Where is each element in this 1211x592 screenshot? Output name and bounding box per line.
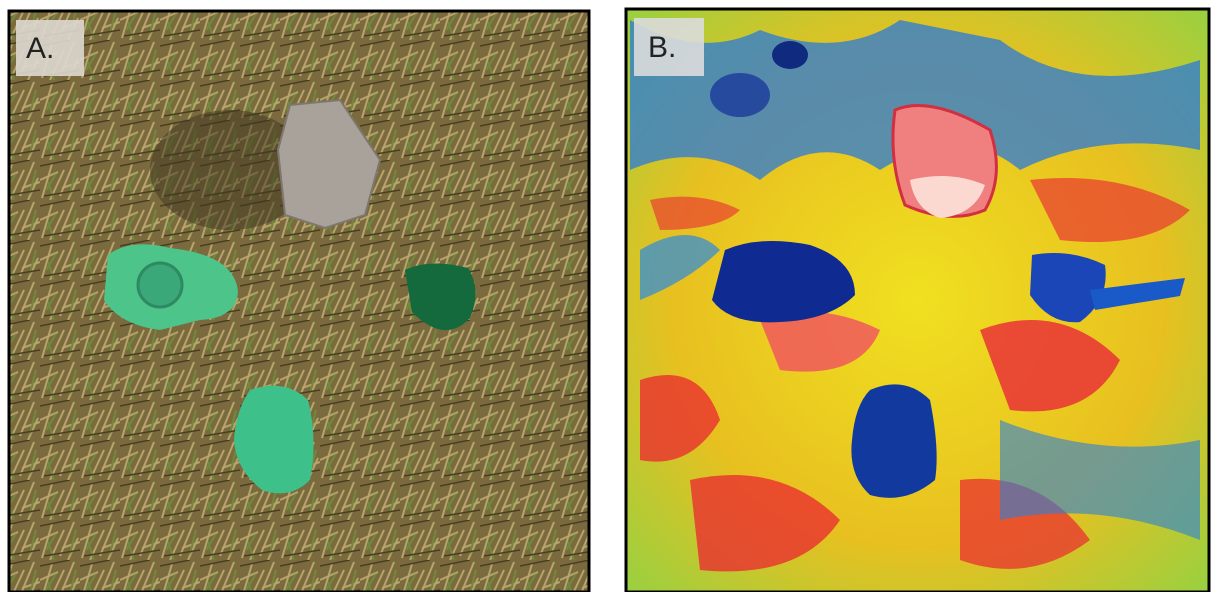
photo-background <box>7 9 591 592</box>
frog-thermal <box>851 384 937 498</box>
rock <box>276 98 382 230</box>
thermal-pattern <box>630 20 1200 572</box>
frog-model <box>405 263 476 331</box>
panel-b: B. <box>624 7 1211 592</box>
frog-cap <box>136 261 184 309</box>
frog-thermal <box>712 241 855 323</box>
panel-label: B. <box>648 31 676 64</box>
label-box <box>16 20 84 76</box>
label-box <box>634 18 704 76</box>
panel-label: A. <box>26 32 54 65</box>
panel-a: A. <box>7 9 591 592</box>
rock-highlight <box>910 176 985 218</box>
grass-blade <box>1090 278 1185 310</box>
frog-model <box>234 385 314 494</box>
frog-thermal <box>1030 252 1106 323</box>
shadow <box>150 110 310 230</box>
